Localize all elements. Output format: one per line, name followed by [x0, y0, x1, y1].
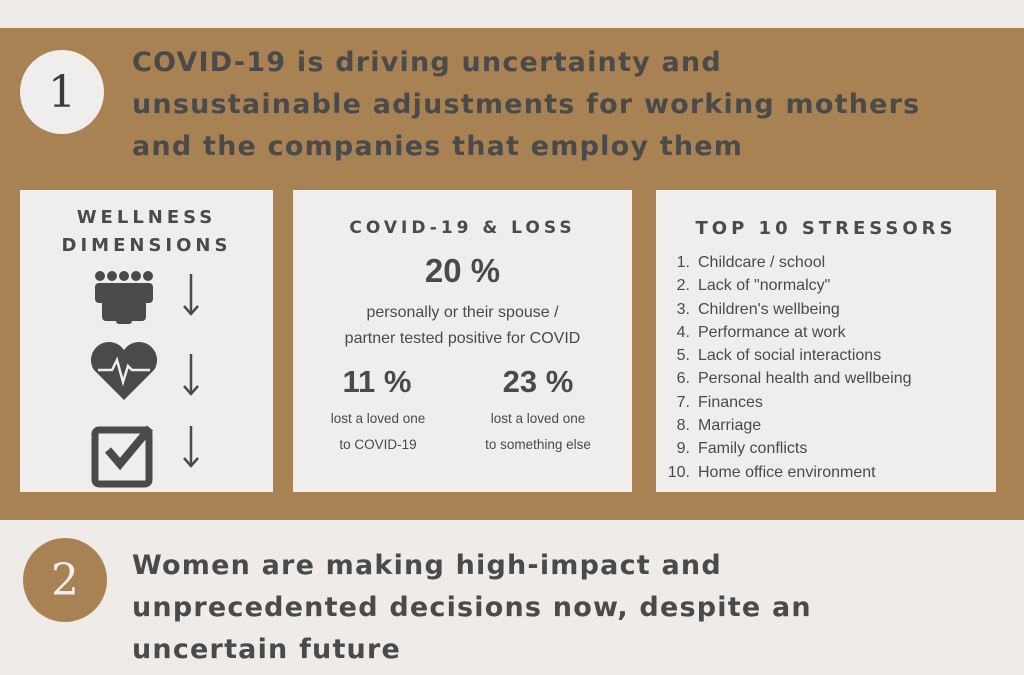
- item-text: Finances: [698, 393, 763, 411]
- arrow: [183, 426, 199, 468]
- desc-line: lost a loved one: [330, 411, 426, 426]
- main-stat: 20 %: [424, 252, 501, 289]
- stressor-list: 1. Childcare / school 2. Lack of "normalcy"…: [656, 251, 996, 484]
- section-number: 1: [20, 50, 104, 134]
- item-number: 10.: [667, 463, 690, 481]
- arrow: [183, 274, 199, 316]
- card-title: COVID-19 & LOSS: [349, 218, 576, 238]
- title-line: WELLNESS: [76, 207, 217, 228]
- item-number: 5.: [676, 347, 690, 365]
- people-icon: [95, 271, 153, 324]
- stat: 11 % lost a loved one to COVID-19: [293, 364, 463, 458]
- item-text: Marriage: [698, 417, 762, 435]
- section-number: 2: [23, 538, 107, 622]
- item-text: Home office environment: [698, 463, 876, 481]
- heading-line: and the companies that employ them: [132, 131, 744, 162]
- stressor-item: 7. Finances: [656, 391, 996, 414]
- stat-row: 11 % lost a loved one to COVID-19 23 % l…: [293, 364, 632, 458]
- stat-description: lost a loved one to COVID-19: [293, 406, 463, 458]
- wellness-card: WELLNESS DIMENSIONS: [20, 190, 273, 492]
- stressor-item: 3. Children's wellbeing: [656, 298, 996, 321]
- check-mark: [104, 425, 154, 471]
- stressor-item: 9. Family conflicts: [656, 437, 996, 460]
- desc-line: personally or their spouse /: [366, 304, 559, 321]
- heading-line: Women are making high-impact and: [132, 550, 722, 581]
- item-number: 2.: [676, 277, 690, 295]
- stressor-item: 6. Personal health and wellbeing: [656, 367, 996, 390]
- heading-line: unprecedented decisions now, despite an: [132, 592, 812, 623]
- card-title: TOP 10 STRESSORS: [695, 218, 957, 239]
- stressor-item: 5. Lack of social interactions: [656, 344, 996, 367]
- stressor-item: 4. Performance at work: [656, 321, 996, 344]
- item-number: 4.: [676, 323, 690, 341]
- stressor-item: 2. Lack of "normalcy": [656, 274, 996, 297]
- icons: [90, 271, 199, 488]
- stat-description: lost a loved one to something else: [463, 406, 613, 458]
- arrow: [183, 354, 199, 396]
- section-heading: Women are making high-impact and unprece…: [132, 545, 812, 671]
- section-heading: COVID-19 is driving uncertainty and unsu…: [132, 42, 920, 168]
- stressor-item: 1. Childcare / school: [656, 251, 996, 274]
- item-number: 3.: [676, 300, 690, 318]
- item-number: 6.: [676, 370, 690, 388]
- stressor-item: 10. Home office environment: [656, 461, 996, 484]
- pulse-line: [98, 356, 150, 387]
- checkbox-icon: [91, 426, 153, 488]
- item-text: Personal health and wellbeing: [698, 370, 912, 388]
- desc-line: to something else: [485, 437, 591, 452]
- heading-line: COVID-19 is driving uncertainty and: [132, 47, 722, 78]
- stat: 23 % lost a loved one to something else: [463, 364, 613, 458]
- card-title: WELLNESS DIMENSIONS: [20, 204, 273, 260]
- desc-line: to COVID-19: [339, 437, 417, 452]
- item-text: Performance at work: [698, 323, 846, 341]
- item-number: 9.: [676, 440, 690, 458]
- stat-value: 11 %: [342, 364, 412, 399]
- title-line: DIMENSIONS: [61, 235, 232, 256]
- heading-line: unsustainable adjustments for working mo…: [132, 89, 921, 120]
- heart-icon: [90, 341, 158, 400]
- item-text: Childcare / school: [698, 254, 826, 271]
- stressors-card: TOP 10 STRESSORS 1. Childcare / school 2. L…: [656, 190, 996, 492]
- item-text: Lack of social interactions: [698, 347, 882, 365]
- item-text: Lack of "normalcy": [698, 277, 831, 295]
- item-number: 1.: [676, 254, 690, 271]
- item-text: Family conflicts: [698, 440, 808, 458]
- stressor-item: 8. Marriage: [656, 414, 996, 437]
- main-description: personally or their spouse / partner tes…: [293, 300, 632, 352]
- item-text: Children's wellbeing: [698, 300, 840, 318]
- loss-card: COVID-19 & LOSS 20 % personally or their…: [293, 190, 632, 492]
- item-number: 7.: [676, 393, 690, 411]
- item-number: 8.: [676, 417, 690, 435]
- stat-value: 23 %: [502, 364, 574, 399]
- desc-line: partner tested positive for COVID: [344, 330, 581, 347]
- heading-line: uncertain future: [132, 634, 402, 665]
- desc-line: lost a loved one: [490, 411, 586, 426]
